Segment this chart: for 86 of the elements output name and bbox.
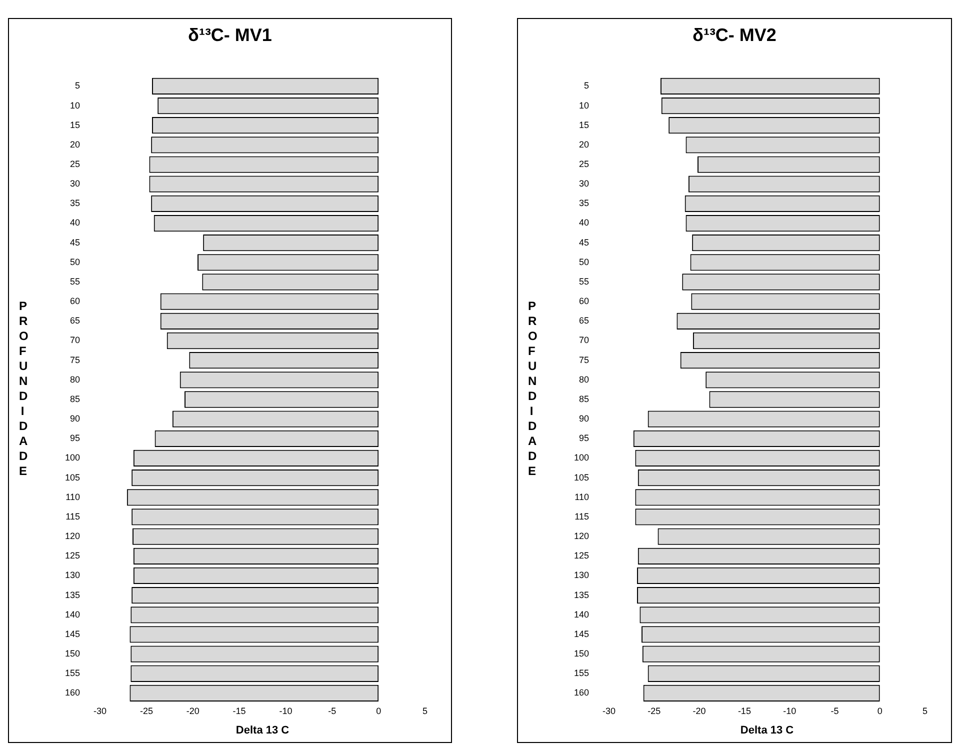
x-tick-label: -10 [783,706,796,716]
x-tick-label: -30 [94,706,107,716]
y-tick-label: 15 [70,120,80,130]
y-tick-label: 115 [574,511,590,522]
y-tick-label: 85 [70,394,80,404]
y-tick-label: 30 [70,178,80,189]
y-tick-label: 135 [64,590,80,600]
x-tick-label: -10 [279,706,292,716]
x-tick-label: -5 [830,706,839,716]
chart-title: δ¹³C- MV1 [187,25,273,46]
y-tick-label: 70 [579,335,590,346]
y-tick-label: 35 [579,198,590,208]
y-tick-label: 80 [70,374,80,384]
x-tick-label: -20 [692,706,706,716]
y-tick-label: 145 [64,628,80,639]
y-tick-label: 90 [70,414,80,424]
y-tick-label: 110 [574,492,590,502]
y-tick-label: 5 [75,80,80,91]
y-tick-label: 100 [574,452,590,463]
y-tick-label: 30 [579,178,590,189]
y-tick-label: 50 [579,256,590,267]
y-tick-label: 115 [66,511,80,522]
y-tick-label: 100 [64,452,80,463]
x-tick-label: -15 [738,706,751,716]
x-tick-label: -20 [186,706,200,716]
text: PROFUNDIDADE [19,299,28,478]
y-tick-label: 50 [70,256,80,267]
y-tick-label: 145 [574,628,590,639]
y-tick-label: 75 [579,354,590,365]
x-tick-label: -25 [648,706,661,716]
x-tick-label: 5 [922,706,928,716]
y-tick-label: 105 [574,472,590,482]
y-tick-label: 155 [574,668,590,678]
y-tick-label: 65 [70,316,80,326]
y-tick-label: 90 [579,414,590,424]
x-tick-label: 5 [422,706,428,716]
x-axis-title: Delta 13 C [236,724,290,736]
y-tick-label: 85 [579,394,590,404]
y-tick-label: 80 [579,374,590,384]
x-tick-label: -30 [602,706,616,716]
x-tick-label: -25 [140,706,153,716]
y-tick-label: 155 [64,668,80,678]
y-tick-label: 15 [579,120,590,130]
y-tick-label: 130 [64,570,80,580]
x-tick-label: -15 [232,706,246,716]
y-tick-label: 75 [70,354,80,365]
y-tick-label: 95 [579,433,590,444]
y-tick-label: 25 [70,159,80,169]
y-tick-label: 45 [70,237,80,248]
y-tick-label: 20 [70,139,80,150]
x-axis-title: Delta 13 C [740,724,794,736]
y-tick-label: 10 [70,100,80,110]
chart-title: δ¹³C- MV2 [692,25,778,46]
y-tick-label: 25 [579,159,590,169]
y-tick-label: 5 [584,80,590,91]
y-tick-label: 40 [579,218,590,228]
y-tick-label: 70 [70,335,80,346]
y-tick-label: 65 [579,316,590,326]
y-tick-label: 160 [574,688,590,698]
y-tick-label: 160 [64,688,80,698]
y-tick-label: 40 [70,218,80,228]
y-tick-label: 95 [70,433,80,444]
x-tick-label: 0 [877,706,882,716]
y-tick-label: 130 [574,570,590,580]
text: PROFUNDIDADE [528,299,538,478]
y-tick-label: 10 [579,100,590,110]
y-tick-label: 125 [574,550,590,561]
y-tick-label: 120 [574,531,590,542]
y-tick-label: 20 [579,139,590,150]
y-tick-label: 140 [64,609,80,620]
y-tick-label: 55 [70,276,80,286]
y-tick-label: 120 [64,531,80,542]
y-tick-label: 150 [64,648,80,659]
y-tick-label: 105 [64,472,80,482]
y-tick-label: 125 [64,550,80,561]
y-tick-label: 140 [574,609,590,620]
y-tick-label: 60 [70,296,80,306]
y-tick-label: 135 [574,590,590,600]
x-tick-label: 0 [376,706,382,716]
y-tick-label: 110 [66,492,80,502]
y-tick-label: 60 [579,296,590,306]
y-tick-label: 150 [574,648,590,659]
y-tick-label: 55 [579,276,590,286]
y-tick-label: 45 [579,237,590,248]
x-tick-label: -5 [328,706,336,716]
y-tick-label: 35 [70,198,80,208]
